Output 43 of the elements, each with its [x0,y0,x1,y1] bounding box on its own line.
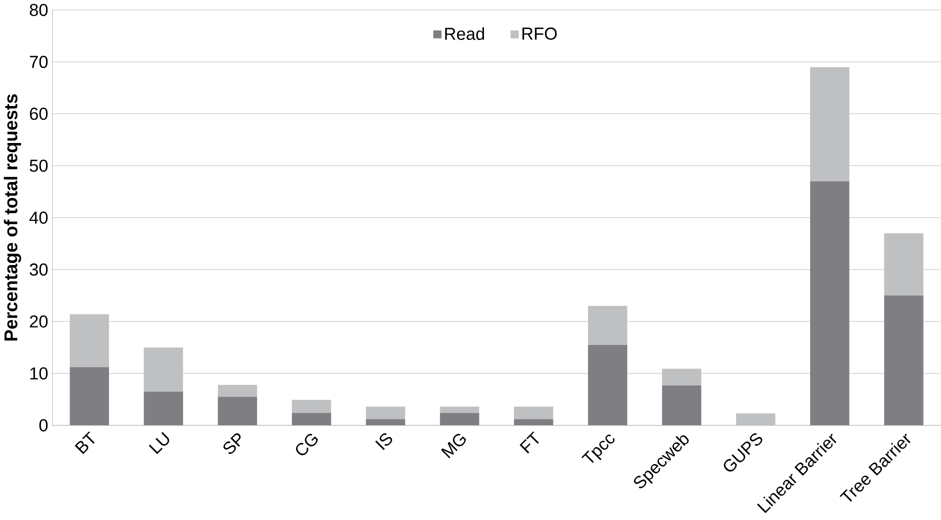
y-tick-label: 40 [29,212,48,224]
bar [736,414,776,426]
bar [292,400,332,414]
bar [218,384,258,397]
y-tick-label: 0 [39,419,48,432]
y-tick-label: 60 [30,108,48,120]
x-tick-label: LU [148,432,170,454]
bar [440,413,480,426]
y-tick-label: 10 [30,367,48,380]
legend-label: RFO [522,28,557,40]
legend-label: Read [445,27,484,40]
bar [144,392,184,426]
bar [514,419,554,426]
y-tick-label: 50 [30,160,48,172]
x-tick-label: BT [74,432,95,454]
y-tick-label: 30 [30,264,48,276]
bar [662,368,702,386]
x-tick-label: CG [296,434,318,456]
bar [440,406,480,414]
x-tick-label: IS [375,433,392,450]
bar [810,181,850,426]
bar [588,345,628,426]
x-tick-label: SP [223,433,241,454]
y-axis-title: Percentage of total requests [4,94,22,341]
x-tick-label: MG [440,434,466,459]
bar [70,314,110,368]
y-tick-label: 20 [30,316,48,328]
y-tick-label: 70 [30,56,48,68]
bar [514,406,554,420]
x-tick-label: FT [520,432,539,454]
y-tick-label: 80 [30,4,48,16]
bar [292,413,332,426]
bar [662,386,702,426]
bar [218,396,258,426]
bar [366,419,406,426]
bar [70,367,110,426]
x-tick-label: Tpcc [581,434,615,464]
bar [144,348,184,392]
bar [366,406,406,420]
bar [588,306,628,346]
bar [884,233,924,296]
bar [810,67,850,182]
bar [884,296,924,426]
